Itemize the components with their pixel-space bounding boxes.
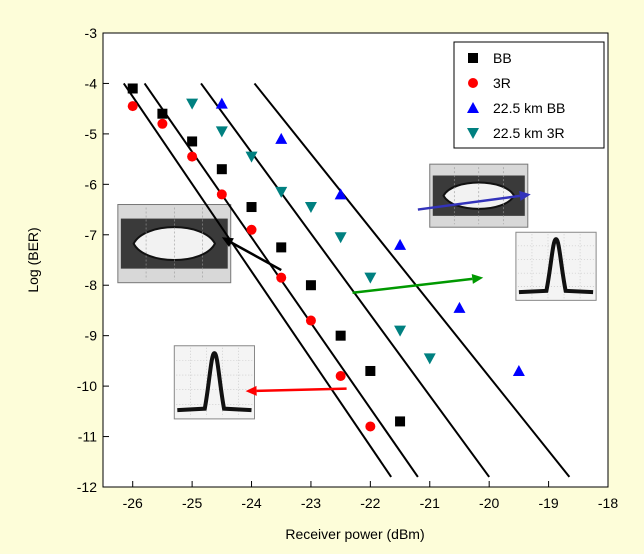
arrow-head bbox=[519, 190, 531, 201]
legend-marker bbox=[468, 78, 478, 88]
x-tick-label: -25 bbox=[182, 495, 202, 511]
data-point bbox=[334, 232, 347, 244]
legend-marker bbox=[468, 53, 478, 63]
data-point bbox=[245, 151, 258, 163]
data-point bbox=[275, 186, 288, 198]
data-point bbox=[335, 330, 346, 341]
inset-pulse bbox=[515, 231, 597, 301]
arrow-head bbox=[471, 273, 484, 284]
series-3 bbox=[186, 98, 436, 365]
data-point bbox=[276, 272, 287, 283]
y-axis-label: Log (BER) bbox=[25, 227, 41, 292]
x-tick-label: -24 bbox=[241, 495, 261, 511]
y-tick-label: -3 bbox=[85, 25, 98, 41]
legend-label: 22.5 km 3R bbox=[493, 125, 565, 141]
arrow bbox=[352, 273, 484, 295]
pulse-trace bbox=[518, 237, 594, 295]
data-point bbox=[157, 108, 168, 119]
fit-line bbox=[253, 82, 571, 478]
arrow bbox=[417, 190, 531, 211]
inset-eye-diagram bbox=[117, 204, 232, 284]
arrows-layer bbox=[221, 190, 531, 396]
insets-layer bbox=[117, 163, 597, 420]
pulse-trace bbox=[177, 351, 252, 413]
y-tick-label: -11 bbox=[78, 429, 97, 445]
y-tick-label: -9 bbox=[85, 328, 98, 344]
legend-marker bbox=[467, 102, 479, 113]
legend-box bbox=[453, 41, 605, 149]
data-point bbox=[215, 97, 228, 109]
data-point bbox=[127, 101, 138, 112]
x-tick-label: -21 bbox=[420, 495, 440, 511]
data-point bbox=[216, 164, 227, 175]
points-layer bbox=[127, 83, 525, 432]
data-point bbox=[395, 416, 406, 427]
data-point bbox=[364, 272, 377, 284]
inset-pulse bbox=[173, 345, 255, 420]
data-point bbox=[365, 365, 376, 376]
data-point bbox=[246, 202, 257, 213]
arrow-head bbox=[245, 385, 257, 396]
y-tick-label: -4 bbox=[85, 75, 98, 91]
y-tick-label: -8 bbox=[85, 277, 98, 293]
x-tick-label: -20 bbox=[479, 495, 499, 511]
legend-label: 22.5 km BB bbox=[493, 100, 565, 116]
data-point bbox=[512, 364, 525, 376]
arrow-shaft bbox=[230, 241, 282, 272]
series-1 bbox=[127, 101, 376, 432]
data-point bbox=[127, 83, 138, 94]
data-point bbox=[453, 301, 466, 313]
arrow bbox=[221, 237, 282, 272]
data-point bbox=[305, 280, 316, 291]
legend: BB 3R 22.5 km BB 22.5 km 3R bbox=[453, 41, 605, 149]
arrow bbox=[245, 385, 347, 396]
data-point bbox=[334, 188, 347, 200]
y-tick-label: -12 bbox=[77, 479, 97, 495]
arrow-head bbox=[221, 237, 234, 247]
data-point bbox=[216, 189, 227, 200]
y-tick-label: -6 bbox=[85, 176, 98, 192]
data-point bbox=[365, 421, 376, 432]
data-point bbox=[394, 325, 407, 337]
x-tick-label: -26 bbox=[123, 495, 143, 511]
legend-marker bbox=[467, 128, 479, 139]
data-point bbox=[187, 151, 198, 162]
legend-label: BB bbox=[493, 50, 512, 66]
data-point bbox=[246, 224, 257, 235]
y-tick-label: -7 bbox=[85, 227, 98, 243]
x-axis-label: Receiver power (dBm) bbox=[285, 526, 424, 542]
inset-frame bbox=[515, 231, 597, 301]
arrow-shaft bbox=[352, 277, 473, 295]
y-tick-label: -5 bbox=[85, 126, 98, 142]
data-point bbox=[276, 242, 287, 253]
data-point bbox=[423, 353, 436, 365]
fit-line bbox=[200, 82, 490, 478]
fit-line bbox=[122, 82, 392, 478]
axes-layer: -26 -25 -24 -23 -22 -21 -20 -19 -18 -3 -4 -5 -6 -7 -8 -… bbox=[77, 25, 619, 511]
data-point bbox=[335, 371, 346, 382]
data-point bbox=[394, 238, 407, 250]
data-point bbox=[157, 118, 168, 129]
data-point bbox=[304, 202, 317, 214]
x-tick-label: -22 bbox=[360, 495, 380, 511]
arrow-shaft bbox=[256, 387, 347, 393]
data-point bbox=[275, 132, 288, 144]
arrow-shaft bbox=[417, 194, 521, 211]
y-tick-label: -10 bbox=[77, 378, 97, 394]
inset-frame bbox=[173, 345, 255, 420]
x-tick-label: -18 bbox=[598, 495, 618, 511]
series-0 bbox=[127, 83, 406, 427]
series-2 bbox=[215, 97, 525, 376]
data-point bbox=[187, 136, 198, 147]
x-tick-label: -23 bbox=[301, 495, 321, 511]
data-point bbox=[186, 98, 199, 110]
data-point bbox=[305, 315, 316, 326]
data-point bbox=[215, 126, 228, 138]
legend-label: 3R bbox=[493, 75, 511, 91]
x-tick-label: -19 bbox=[538, 495, 558, 511]
